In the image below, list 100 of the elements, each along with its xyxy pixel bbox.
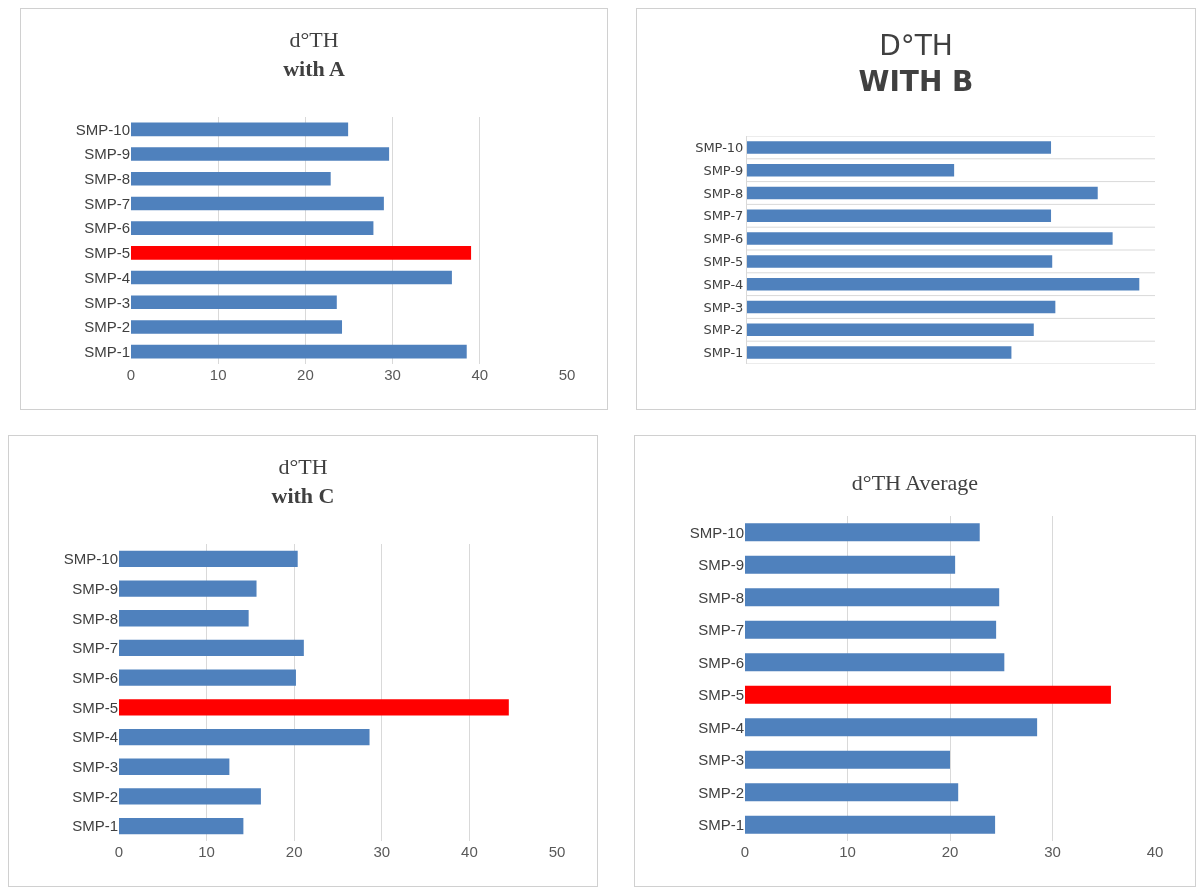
y-tick-label: SMP-8 [84, 170, 130, 187]
bar [747, 300, 1056, 314]
x-tick-label: 20 [297, 366, 314, 383]
y-tick-label: SMP-10 [695, 139, 744, 155]
y-tick-label: SMP-5 [84, 244, 130, 262]
bar [131, 147, 390, 161]
bar [119, 788, 261, 805]
bar [131, 344, 467, 359]
bar [131, 320, 343, 334]
y-tick-label: SMP-6 [698, 653, 744, 671]
bar [131, 221, 374, 235]
x-tick-label: 30 [1044, 843, 1061, 860]
bar [131, 246, 472, 260]
bar [745, 620, 997, 639]
bar [745, 555, 956, 574]
x-tick-label: 40 [1146, 843, 1164, 860]
y-tick-label: SMP-6 [84, 219, 130, 237]
bar [745, 815, 996, 834]
bar [745, 588, 1000, 607]
bar [119, 699, 509, 716]
y-tick-label: SMP-9 [698, 556, 744, 573]
bar [119, 550, 298, 568]
bar [745, 718, 1038, 737]
bar [747, 163, 955, 177]
bar [745, 685, 1111, 704]
bar [119, 580, 257, 597]
x-tick-label: 0 [126, 366, 136, 383]
y-tick-label: SMP-8 [698, 588, 744, 606]
y-tick-label: SMP-3 [72, 758, 118, 775]
bar [131, 295, 337, 310]
y-tick-label: SMP-5 [698, 686, 744, 703]
y-tick-label: SMP-6 [72, 668, 118, 686]
bar [119, 817, 244, 835]
chart-subtitle: WITH B [858, 65, 974, 98]
y-tick-label: SMP-2 [72, 787, 118, 805]
bar [745, 783, 959, 802]
x-tick-label: 20 [941, 843, 959, 860]
chart-subtitle: with A [283, 56, 345, 81]
x-tick-label: 50 [548, 843, 566, 860]
bar [119, 758, 230, 775]
y-tick-label: SMP-9 [72, 579, 118, 597]
y-tick-label: SMP-4 [72, 728, 118, 746]
bar [745, 653, 1005, 672]
y-tick-label: SMP-5 [72, 698, 118, 716]
y-tick-label: SMP-7 [72, 639, 118, 657]
x-tick-label: 0 [740, 843, 750, 860]
x-tick-label: 40 [461, 843, 478, 860]
y-tick-label: SMP-2 [698, 783, 744, 801]
y-tick-label: SMP-10 [63, 550, 118, 568]
chart-title: d°TH [278, 454, 328, 480]
x-tick-label: 30 [384, 366, 401, 383]
chart-title: d°TH [289, 27, 339, 53]
y-tick-label: SMP-2 [703, 322, 744, 338]
bar [747, 346, 1012, 359]
y-tick-label: SMP-4 [698, 718, 744, 736]
bar [131, 122, 349, 137]
bar [119, 669, 296, 686]
y-tick-label: SMP-8 [703, 185, 744, 201]
y-tick-label: SMP-4 [84, 268, 130, 286]
x-tick-label: 10 [198, 843, 215, 860]
y-tick-label: SMP-10 [75, 120, 130, 138]
x-tick-label: 0 [114, 843, 124, 860]
y-tick-label: SMP-9 [84, 145, 130, 163]
y-tick-label: SMP-3 [698, 751, 744, 768]
x-tick-label: 20 [285, 843, 303, 860]
y-tick-label: SMP-3 [703, 299, 744, 315]
y-tick-label: SMP-10 [689, 523, 744, 541]
y-tick-label: SMP-7 [698, 621, 744, 638]
y-tick-label: SMP-1 [698, 816, 744, 833]
y-tick-label: SMP-6 [703, 231, 744, 247]
y-tick-label: SMP-3 [84, 293, 130, 311]
y-tick-label: SMP-9 [703, 162, 744, 178]
y-tick-label: SMP-1 [72, 817, 118, 835]
y-tick-label: SMP-7 [84, 194, 130, 212]
bar [119, 639, 304, 657]
bar [747, 255, 1053, 268]
bar [747, 141, 1052, 154]
chart-subtitle: with C [271, 483, 335, 508]
bar [747, 277, 1140, 291]
bar [131, 196, 384, 211]
y-tick-label: SMP-4 [703, 276, 744, 292]
bar [747, 209, 1052, 223]
x-tick-label: 10 [209, 366, 227, 383]
bar [745, 523, 980, 542]
chart-title: d°TH Average [851, 469, 979, 495]
bar [745, 750, 950, 769]
y-tick-label: SMP-1 [703, 345, 744, 361]
bar [747, 232, 1113, 245]
x-tick-label: 30 [373, 843, 391, 860]
x-tick-label: 40 [471, 366, 489, 383]
y-tick-label: SMP-8 [72, 609, 118, 627]
bar [119, 610, 249, 627]
bar [131, 270, 452, 285]
bar [747, 186, 1098, 200]
bar [747, 323, 1034, 337]
x-tick-label: 10 [839, 843, 856, 860]
y-tick-label: SMP-7 [703, 208, 744, 224]
bar [131, 171, 331, 186]
y-tick-label: SMP-5 [703, 253, 744, 269]
x-tick-label: 50 [558, 366, 576, 383]
